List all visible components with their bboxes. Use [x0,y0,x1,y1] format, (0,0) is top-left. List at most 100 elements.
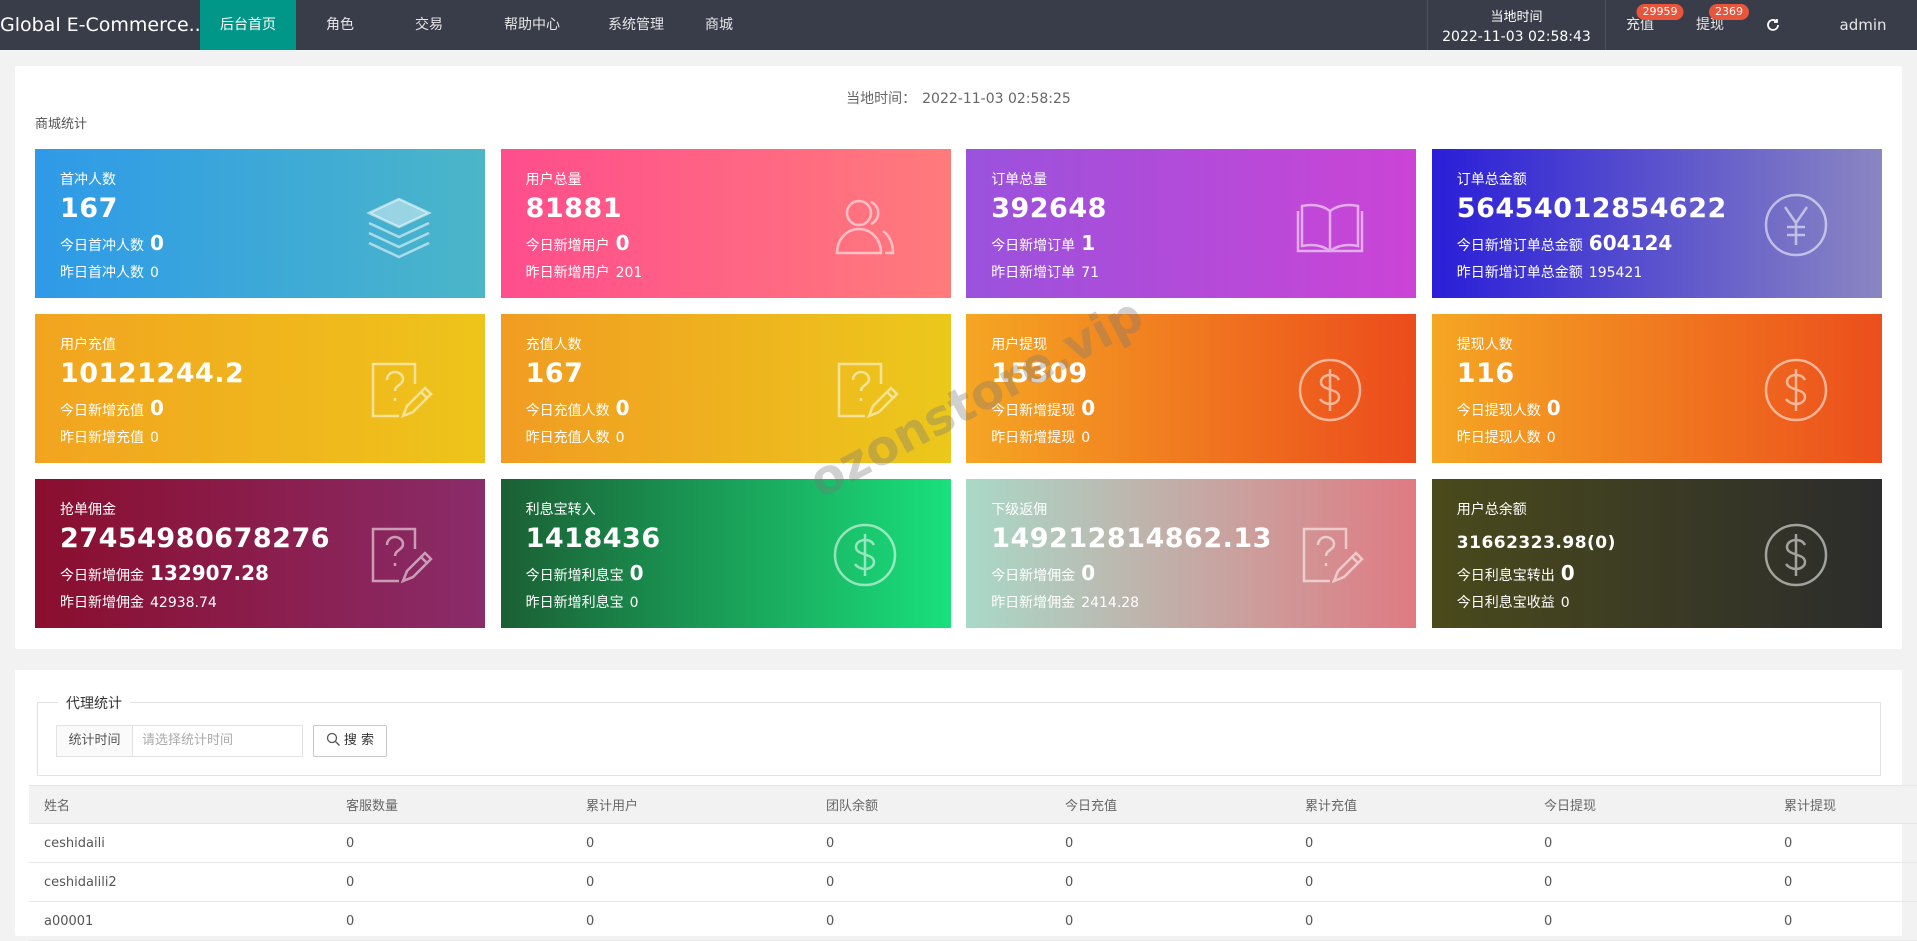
card-label: 下级返佣 [991,502,1048,518]
card-today: 今日新增订单 1 [991,231,1095,255]
today-label: 今日新增充值 [60,403,144,419]
yesterday-label: 今日利息宝收益 [1456,595,1555,611]
card-value: 167 [525,358,584,389]
card-grid: 首冲人数 167 今日首冲人数 0 昨日首冲人数 0 用户总量 81881 今日新增用户 0 昨日新… [35,149,1882,628]
card-yesterday: 昨日新增订单总金额 195421 [1457,262,1642,282]
table-cell: 0 [571,901,811,941]
card-today: 今日新增提现 0 [991,396,1095,420]
nav-item[interactable]: 商城 [705,17,733,33]
nav-item[interactable]: 角色 [326,17,354,33]
today-value: 604124 [1588,231,1673,255]
stat-card: 下级返佣 149212814862.13 今日新增佣金 0 昨日新增佣金 2414.28 [966,479,1417,628]
card-today: 今日利息宝转出 0 [1457,561,1575,585]
yesterday-label: 昨日新增用户 [525,265,610,281]
table-cell: a00001 [29,901,331,941]
refresh-icon[interactable] [1765,17,1781,33]
header-cell: 累计提现 [1769,785,1917,824]
card-today: 今日新增利息宝 0 [526,561,644,585]
card-label: 用户充值 [60,337,116,353]
table-cell: 0 [1769,901,1917,941]
card-yesterday: 昨日新增佣金 2414.28 [991,592,1139,612]
time-value: 2022-11-03 02:58:25 [922,91,1071,107]
table-cell: 0 [1529,823,1769,863]
yesterday-label: 昨日新增利息宝 [525,595,624,611]
today-label: 今日新增佣金 [991,568,1076,584]
card-yesterday: 昨日新增订单 71 [991,262,1099,282]
filter-input[interactable]: 请选择统计时间 [142,733,234,748]
nav-item[interactable]: 后台首页 [200,0,296,50]
yesterday-value: 0 [1546,430,1556,446]
table-cell: 0 [1769,862,1917,902]
card-label: 订单总金额 [1456,172,1527,188]
top-nav: Global E-Commerce... 后台首页 角色 交易 帮助中心 系统管理 商城 当地… [0,0,1917,50]
card-value: 10121244.2 [60,358,245,389]
today-label: 今日新增订单 [991,238,1076,254]
time-block: 当地时间 2022-11-03 02:58:43 [1427,0,1606,50]
card-yesterday: 昨日充值人数 0 [526,427,625,447]
card-icon [1296,203,1364,253]
yesterday-value: 195421 [1588,265,1643,281]
table-cell: 0 [1290,823,1529,863]
stat-card: 抢单佣金 27454980678276 今日新增佣金 132907.28 昨日新增佣金 4… [35,479,485,628]
user-menu[interactable]: admin [1818,0,1908,50]
table-cell: 0 [811,862,1050,902]
stat-card: 提现人数 116 今日提现人数 0 昨日提现人数 0 [1431,314,1882,463]
table-cell: 0 [331,901,571,941]
yesterday-value: 0 [1560,595,1570,611]
today-value: 0 [1546,396,1561,420]
today-label: 今日充值人数 [525,403,610,419]
local-time: 当地时间： 2022-11-03 02:58:25 [15,88,1902,108]
card-value: 392648 [991,193,1107,224]
brand: Global E-Commerce... [0,14,200,36]
today-label: 今日新增用户 [525,238,610,254]
today-value: 1 [1081,231,1096,255]
today-value: 0 [1081,561,1096,585]
user-name: admin [1839,16,1887,34]
withdraw-link[interactable]: 提现 [1696,17,1724,33]
recharge-badge: 29959 [1636,4,1684,20]
time-label: 当地时间： [846,91,917,107]
card-icon [366,197,432,259]
header-cell: 姓名 [29,785,331,824]
yesterday-label: 昨日新增充值 [60,430,144,446]
header-cell: 累计充值 [1290,785,1529,824]
stat-card: 订单总金额 56454012854622 今日新增订单总金额 604124 昨日新增订单… [1431,149,1882,298]
yesterday-label: 昨日新增佣金 [60,595,144,611]
today-label: 今日首冲人数 [60,238,144,254]
nav-item[interactable]: 帮助中心 [504,17,560,33]
agent-panel: 统计时间 请选择统计时间 搜 索 代理统计 姓名 客服数量 累计用户 团队余额 今日充值 累计充值… [15,670,1917,941]
table-cell: ceshidalili2 [29,862,331,902]
table-cell: 0 [331,823,571,863]
card-value: 149212814862.13 [991,523,1272,554]
today-value: 0 [1081,396,1096,420]
card-label: 订单总量 [991,172,1048,188]
card-yesterday: 今日利息宝收益 0 [1457,592,1570,612]
card-value: 56454012854622 [1456,193,1727,224]
card-value: 167 [60,193,118,224]
card-yesterday: 昨日新增用户 201 [526,262,643,282]
yesterday-value: 71 [1081,265,1100,281]
nav-item[interactable]: 系统管理 [608,17,664,33]
filter-legend: 代理统计 [58,693,130,713]
header-cell: 团队余额 [811,785,1050,824]
yesterday-value: 2414.28 [1081,595,1140,611]
recharge-link[interactable]: 充值 [1626,17,1654,33]
filter-box: 统计时间 请选择统计时间 搜 索 [37,702,1881,776]
stat-card: 订单总量 392648 今日新增订单 1 昨日新增订单 71 [966,149,1417,298]
card-today: 今日新增佣金 132907.28 [60,561,269,585]
table-row: ceshidalili2 0 0 0 0 0 0 0 [29,862,1917,902]
table-cell: 0 [1769,823,1917,863]
today-label: 今日提现人数 [1456,403,1541,419]
card-value: 81881 [525,193,623,224]
today-value: 132907.28 [150,561,269,585]
yesterday-label: 昨日充值人数 [525,430,610,446]
search-label: 搜 索 [343,733,375,748]
yesterday-value: 0 [150,265,159,281]
agent-table: 姓名 客服数量 累计用户 团队余额 今日充值 累计充值 今日提现 累计提现 ceshidaili… [29,785,1917,941]
card-label: 首冲人数 [60,172,116,188]
table-row: ceshidaili 0 0 0 0 0 0 0 [29,823,1917,863]
header-cell: 今日充值 [1050,785,1290,824]
nav-item[interactable]: 交易 [415,17,443,33]
card-today: 今日新增充值 0 [60,396,164,420]
search-button[interactable]: 搜 索 [313,725,387,757]
